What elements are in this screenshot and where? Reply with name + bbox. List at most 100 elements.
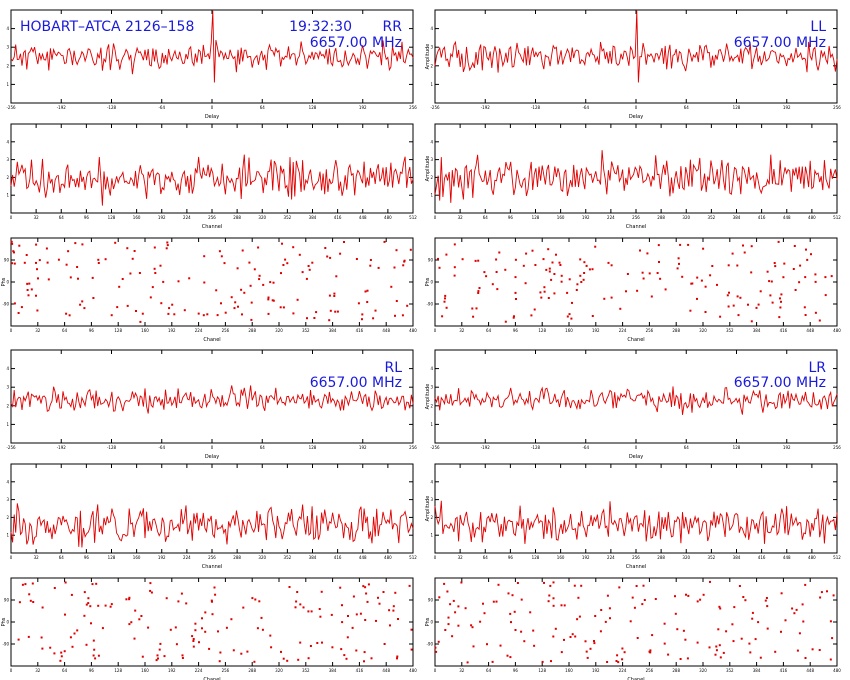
phase-point xyxy=(282,264,285,266)
x-axis-label: Channel xyxy=(202,564,223,570)
phase-point xyxy=(441,315,444,318)
phase-point xyxy=(253,268,256,271)
x-tick-label: 384 xyxy=(733,215,741,220)
phase-point xyxy=(648,272,651,275)
x-tick-label: 416 xyxy=(334,555,342,560)
phase-point xyxy=(133,637,136,640)
phase-point xyxy=(777,240,780,243)
phase-point xyxy=(569,636,572,638)
phase-point xyxy=(466,661,469,664)
phase-point xyxy=(449,603,452,606)
phase-point xyxy=(315,311,318,314)
phase-point xyxy=(580,584,583,587)
phase-point xyxy=(246,650,249,653)
y-tick-label: 90 xyxy=(428,258,434,263)
phase-point xyxy=(158,648,161,651)
x-tick-label: 256 xyxy=(632,215,640,220)
phase-point xyxy=(18,601,21,604)
phase-point xyxy=(359,612,362,615)
phase-point xyxy=(23,261,26,264)
x-tick-label: 96 xyxy=(508,555,514,560)
phase-point xyxy=(269,281,272,284)
x-tick-label: 224 xyxy=(619,328,627,333)
phase-point xyxy=(320,590,323,593)
phase-point xyxy=(53,652,56,655)
phase-point xyxy=(355,649,358,652)
phase-point xyxy=(452,599,455,602)
phase-point xyxy=(83,591,86,594)
phase-point xyxy=(566,315,569,318)
phase-point xyxy=(83,307,86,310)
phase-point xyxy=(615,660,618,662)
phase-point xyxy=(12,250,15,253)
x-tick-label: 384 xyxy=(753,668,761,673)
phase-point xyxy=(773,262,776,264)
phase-point xyxy=(296,591,299,593)
y-tick-label: 0 xyxy=(430,620,433,625)
phase-point xyxy=(743,251,746,254)
phase-point xyxy=(224,311,227,314)
x-tick-label: 352 xyxy=(284,555,292,560)
phase-point xyxy=(230,296,233,299)
phase-point xyxy=(511,594,514,597)
x-tick-label: 96 xyxy=(513,328,519,333)
phase-point xyxy=(512,316,515,319)
phase-point xyxy=(696,600,699,603)
y-tick-label: 2 xyxy=(6,63,9,68)
x-tick-label: 416 xyxy=(758,215,766,220)
phase-point xyxy=(700,279,703,282)
phase-point xyxy=(267,296,270,299)
phase-point xyxy=(646,252,649,255)
phase-point xyxy=(232,649,235,652)
x-tick-label: 256 xyxy=(632,555,640,560)
x-tick-label: 96 xyxy=(508,215,514,220)
x-tick-label: 192 xyxy=(582,555,590,560)
x-tick-label: 320 xyxy=(275,328,283,333)
phase-point xyxy=(635,585,638,587)
phase-point xyxy=(35,294,37,297)
x-tick-label: 64 xyxy=(684,445,690,450)
phase-point xyxy=(234,301,237,304)
phase-point xyxy=(109,605,112,608)
phase-point xyxy=(366,289,369,292)
phase-point xyxy=(240,288,243,291)
phase-point xyxy=(498,251,501,254)
phase-point xyxy=(309,645,312,647)
phase-point xyxy=(659,277,662,280)
x-tick-label: 64 xyxy=(260,105,266,110)
y-tick-label: 4 xyxy=(430,479,433,484)
phase-point xyxy=(37,277,39,280)
x-tick-label: 192 xyxy=(158,215,166,220)
y-tick-label: -90 xyxy=(2,642,9,647)
phase-point xyxy=(74,242,77,245)
x-axis-label: Delay xyxy=(205,454,219,460)
phase-point xyxy=(577,596,580,599)
phase-point xyxy=(396,657,398,660)
x-tick-label: 64 xyxy=(62,328,68,333)
axes-frame xyxy=(434,349,838,444)
phase-point xyxy=(725,630,728,633)
phase-point xyxy=(832,594,835,597)
phase-point xyxy=(566,291,569,294)
phase-point xyxy=(333,295,336,297)
phase-point xyxy=(550,278,553,281)
phase-point xyxy=(608,607,611,610)
phase-point xyxy=(129,272,132,275)
phase-point xyxy=(126,304,129,307)
phase-point xyxy=(17,638,20,641)
phase-point xyxy=(681,275,684,278)
phase-point xyxy=(203,281,206,284)
x-tick-label: 128 xyxy=(733,105,741,110)
x-tick-label: 320 xyxy=(682,215,690,220)
phase-point xyxy=(780,293,783,296)
phase-point xyxy=(321,641,323,644)
phase-point xyxy=(594,615,597,617)
phase-point xyxy=(824,276,827,279)
phase-point xyxy=(225,626,228,629)
y-tick-label: 3 xyxy=(6,385,9,390)
phase-point xyxy=(267,312,270,315)
x-tick-label: 160 xyxy=(557,215,565,220)
phase-point xyxy=(539,291,542,294)
phase-point xyxy=(281,242,283,245)
x-axis-label: Channel xyxy=(626,564,647,570)
